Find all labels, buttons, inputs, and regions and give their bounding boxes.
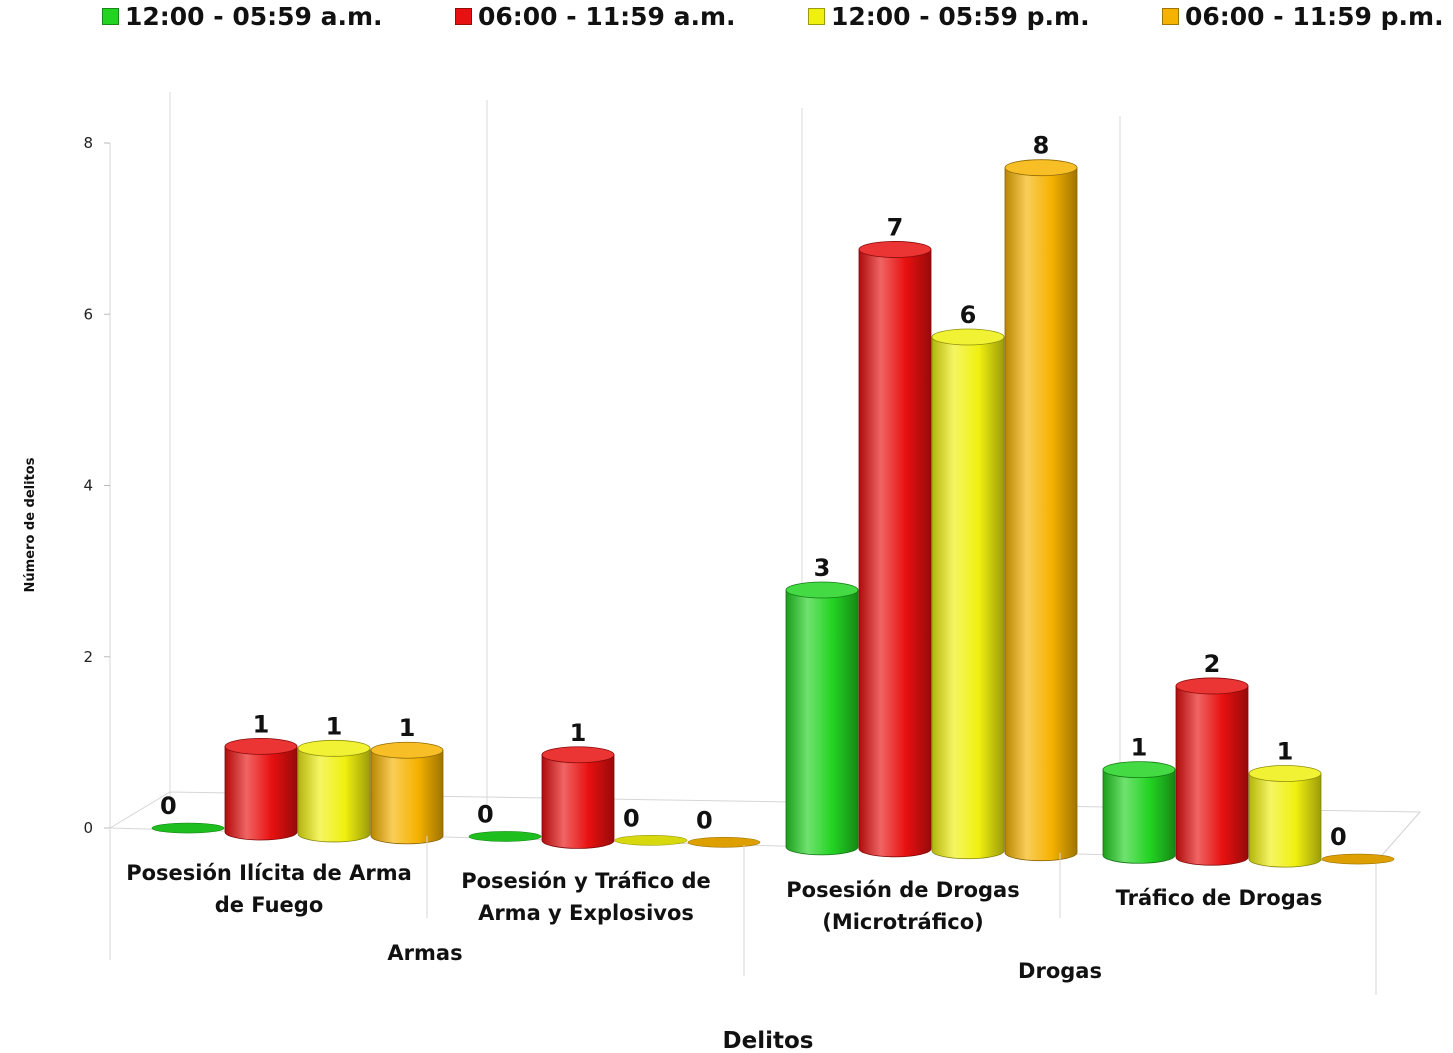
bar-top <box>931 328 1005 346</box>
y-tick-label: 4 <box>83 477 93 495</box>
bar-zero-disc <box>151 822 225 834</box>
data-label: 1 <box>399 714 416 742</box>
bar-body <box>224 745 298 841</box>
bar-4-series-4 <box>1321 853 1395 865</box>
data-label: 3 <box>814 554 831 582</box>
data-label: 8 <box>1033 132 1050 160</box>
data-label: 0 <box>1330 823 1347 851</box>
bar-body <box>931 336 1005 860</box>
legend-label-series-4: 06:00 - 11:59 p.m. <box>1185 2 1444 31</box>
bar-body <box>370 749 444 845</box>
bar-body <box>1248 773 1322 868</box>
legend-item-series-4: 06:00 - 11:59 p.m. <box>1162 2 1444 31</box>
legend-label-series-3: 12:00 - 05:59 p.m. <box>831 2 1090 31</box>
data-labels: 0 1 1 1 0 1 0 0 3 7 6 8 1 2 1 0 <box>160 132 1347 851</box>
bar-zero-disc <box>614 835 688 846</box>
legend-swatch-series-3 <box>808 8 825 25</box>
chart-bars <box>151 159 1395 868</box>
bar-1-series-1 <box>151 822 225 834</box>
y-tick-label: 8 <box>83 134 93 152</box>
group-label: Drogas <box>1018 959 1102 983</box>
bar-3-series-4 <box>1004 159 1078 862</box>
y-tick-label: 6 <box>83 305 93 323</box>
y-tick-label: 0 <box>83 819 93 837</box>
bar-1-series-3 <box>297 739 371 843</box>
bar-top <box>1102 761 1176 779</box>
legend-swatch-series-4 <box>1162 8 1179 25</box>
bar-3-series-3 <box>931 328 1005 860</box>
x-axis: Posesión Ilícita de Arma de Fuego Posesión… <box>109 828 1323 983</box>
data-label: 0 <box>477 800 494 828</box>
data-label: 1 <box>326 712 343 740</box>
chart-legend: 12:00 - 05:59 a.m. 06:00 - 11:59 a.m. 12… <box>0 0 1453 34</box>
data-label: 0 <box>623 804 640 832</box>
data-label: 0 <box>696 806 713 834</box>
bar-zero-disc <box>1321 853 1395 865</box>
legend-item-series-3: 12:00 - 05:59 p.m. <box>808 2 1090 31</box>
data-label: 1 <box>1277 738 1294 766</box>
bar-3-series-1 <box>785 581 859 856</box>
bar-top <box>1248 765 1322 782</box>
floor-corner-line <box>1375 811 1421 863</box>
bar-4-series-3 <box>1248 765 1322 868</box>
bar-2-series-3 <box>614 835 688 846</box>
legend-swatch-series-1 <box>102 8 119 25</box>
bar-body <box>297 747 371 843</box>
legend-label-series-2: 06:00 - 11:59 a.m. <box>478 2 736 31</box>
y-tick-label: 2 <box>83 648 93 666</box>
data-label: 1 <box>253 710 270 738</box>
bar-zero-disc <box>468 831 542 842</box>
bar-top <box>370 741 444 759</box>
bar-top <box>1004 159 1078 177</box>
bar-top <box>1175 677 1249 695</box>
bar-top <box>297 739 371 757</box>
bar-1-series-2 <box>224 737 298 841</box>
category-label: Posesión Ilícita de Arma de Fuego <box>126 861 412 917</box>
bar-top <box>785 581 859 599</box>
data-label: 6 <box>960 301 977 329</box>
legend-item-series-2: 06:00 - 11:59 a.m. <box>455 2 736 31</box>
x-axis-title: Delitos <box>723 1028 814 1053</box>
legend-label-series-1: 12:00 - 05:59 a.m. <box>125 2 383 31</box>
data-label: 1 <box>570 719 587 747</box>
legend-item-series-1: 12:00 - 05:59 a.m. <box>102 2 383 31</box>
bar-top <box>858 241 932 258</box>
bar-body <box>541 754 615 849</box>
bar-2-series-2 <box>541 746 615 849</box>
y-axis: 0 2 4 6 8 <box>83 134 111 837</box>
bar-3-series-2 <box>858 241 932 858</box>
y-axis-title: Número de delitos <box>23 457 38 592</box>
data-label: 2 <box>1204 650 1221 678</box>
bar-4-series-2 <box>1175 677 1249 866</box>
bar-body <box>1175 685 1249 866</box>
bar-body <box>1102 769 1176 864</box>
group-label: Armas <box>387 941 462 965</box>
data-label: 7 <box>887 213 904 241</box>
category-label: Tráfico de Drogas <box>1116 886 1323 910</box>
bar-4-series-1 <box>1102 761 1176 864</box>
bar-top <box>541 746 615 764</box>
bar-body <box>858 249 932 858</box>
data-label: 1 <box>1131 734 1148 762</box>
bar-2-series-4 <box>687 836 761 848</box>
bar-body <box>785 589 859 856</box>
bar-1-series-4 <box>370 741 444 845</box>
legend-swatch-series-2 <box>455 8 472 25</box>
bar-2-series-1 <box>468 831 542 842</box>
bar-top <box>224 737 298 755</box>
category-label: Posesión y Tráfico de Arma y Explosivos <box>461 869 711 925</box>
data-label: 0 <box>160 792 177 820</box>
category-label: Posesión de Drogas (Microtráfico) <box>786 878 1019 934</box>
bar-body <box>1004 167 1078 862</box>
bar-zero-disc <box>687 836 761 848</box>
